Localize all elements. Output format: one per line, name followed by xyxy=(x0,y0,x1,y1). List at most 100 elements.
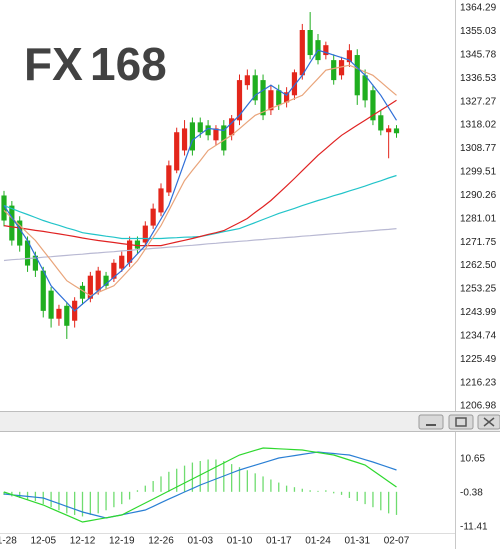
candle-body xyxy=(354,55,360,96)
x-tick-label: 12-19 xyxy=(109,536,135,547)
candle-body xyxy=(79,285,86,299)
candle-body xyxy=(134,240,141,249)
y-tick-label: 1206.98 xyxy=(460,401,497,412)
candle-body xyxy=(299,30,305,76)
candle-body xyxy=(393,128,400,134)
candle-body xyxy=(386,128,392,133)
candle-body xyxy=(307,30,313,56)
y-tick-label: 1243.99 xyxy=(460,307,497,318)
moving-average-line xyxy=(3,174,397,240)
candle-body xyxy=(17,220,23,246)
panel-divider xyxy=(0,411,500,432)
macd-line xyxy=(3,447,397,523)
y-tick-label: 1327.27 xyxy=(460,96,497,107)
candle-body xyxy=(323,45,329,56)
y-tick-label: -0.38 xyxy=(460,488,483,499)
candle-body xyxy=(370,90,376,121)
plot xyxy=(1,12,400,339)
candle-body xyxy=(181,128,188,151)
candle-body xyxy=(158,188,164,213)
candle-body xyxy=(378,115,384,131)
y-tick-label: -11.41 xyxy=(460,522,488,533)
y-tick-label: 1318.02 xyxy=(460,120,497,131)
candle-body xyxy=(331,60,337,81)
watermark-left: FX xyxy=(24,38,83,90)
y-tick-label: 10.65 xyxy=(460,454,485,465)
candle-body xyxy=(87,275,93,299)
candle-body xyxy=(64,305,70,326)
y-tick-label: 1355.03 xyxy=(460,26,497,37)
restore-icon xyxy=(455,417,467,427)
candle-body xyxy=(48,290,54,319)
x-tick-label: 01-24 xyxy=(305,536,331,547)
y-tick-label: 1225.49 xyxy=(460,354,497,365)
candle-body xyxy=(236,80,243,121)
candle-body xyxy=(284,92,290,103)
candle-body xyxy=(244,75,250,86)
y-tick-label: 1336.53 xyxy=(460,73,497,84)
candle-body xyxy=(32,255,38,271)
y-tick-label: 1281.01 xyxy=(460,213,497,224)
y-tick-label: 1345.78 xyxy=(460,49,497,60)
candle-body xyxy=(189,122,195,151)
x-tick-label: 01-31 xyxy=(344,536,370,547)
y-tick-label: 1308.77 xyxy=(460,143,497,154)
x-tick-label: 02-07 xyxy=(384,536,410,547)
minimize-icon xyxy=(426,424,436,426)
candle-body xyxy=(268,90,274,111)
candle-body xyxy=(95,270,101,291)
candle-body xyxy=(252,75,258,101)
candle-body xyxy=(346,50,352,63)
candle-body xyxy=(40,270,46,311)
x-tick-label: 01-10 xyxy=(227,536,253,547)
moving-average-line xyxy=(3,99,397,247)
candle-body xyxy=(362,75,368,101)
moving-average-line xyxy=(3,49,398,312)
window-buttons xyxy=(418,414,500,430)
y-tick-label: 1364.29 xyxy=(460,3,497,14)
x-tick-label: 01-28 xyxy=(0,536,17,547)
candle-body xyxy=(119,255,125,269)
x-tick-label: 01-17 xyxy=(266,536,292,547)
y-tick-label: 1262.50 xyxy=(460,260,497,271)
candle-body xyxy=(338,60,345,76)
candle-body xyxy=(150,208,156,226)
x-tick-label: 12-12 xyxy=(70,536,96,547)
y-tick-label: 1299.51 xyxy=(460,167,497,178)
candle-body xyxy=(229,118,235,136)
y-tick-label: 1271.75 xyxy=(460,237,497,248)
candle-body xyxy=(197,122,203,133)
candle-body xyxy=(142,225,148,243)
moving-average-line xyxy=(3,64,397,297)
candle-body xyxy=(276,90,282,106)
macd-line xyxy=(3,451,397,519)
candle-body xyxy=(56,308,62,319)
candle-body xyxy=(24,240,31,266)
x-tick-label: 01-03 xyxy=(187,536,213,547)
y-tick-label: 1216.23 xyxy=(460,377,497,388)
candle-body xyxy=(174,132,180,171)
minimize-button[interactable] xyxy=(418,414,444,430)
candle-body xyxy=(127,240,133,263)
y-tick-label: 1253.25 xyxy=(460,284,497,295)
moving-average-line xyxy=(3,228,397,262)
y-tick-label: 1234.74 xyxy=(460,330,497,341)
candle-body xyxy=(103,275,109,286)
candle-body xyxy=(1,195,7,221)
restore-button[interactable] xyxy=(448,414,474,430)
y-tick-label: 1290.26 xyxy=(460,190,497,201)
candle-body xyxy=(166,165,172,193)
candle-body xyxy=(221,125,227,151)
x-tick-label: 12-05 xyxy=(30,536,56,547)
candle-body xyxy=(260,80,266,116)
candle-body xyxy=(213,128,219,141)
x-tick-label: 12-26 xyxy=(148,536,174,547)
close-icon xyxy=(483,417,495,427)
watermark-right: 168 xyxy=(90,38,167,90)
candle-body xyxy=(291,72,298,96)
candle-body xyxy=(205,125,211,136)
candle-body xyxy=(9,205,15,241)
candle-body xyxy=(111,262,117,279)
